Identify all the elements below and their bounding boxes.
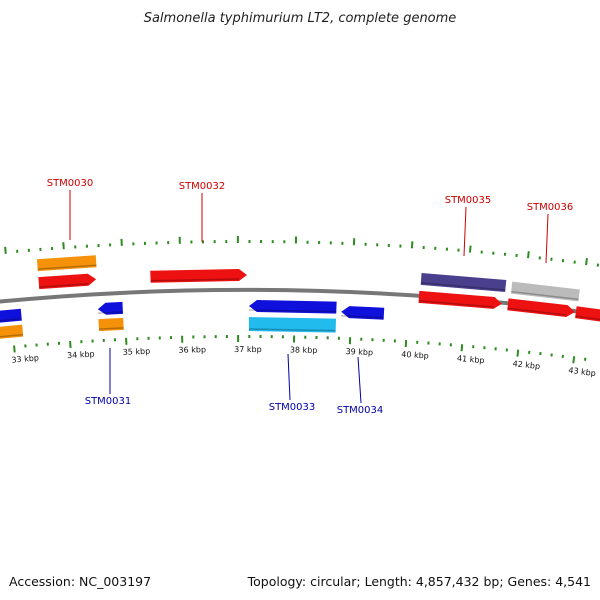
gene-feature-stm0029-rna[interactable] xyxy=(0,324,24,340)
gene-feature-stm0034[interactable] xyxy=(341,306,385,320)
tick-label: 43 kbp xyxy=(568,366,596,379)
accession-text: Accession: NC_003197 xyxy=(9,574,151,589)
inner-tick xyxy=(572,356,576,364)
leader-line xyxy=(287,353,291,401)
gene-callout-stm0030[interactable]: STM0030 xyxy=(47,178,94,240)
gene-feature-stm0031[interactable] xyxy=(97,301,123,315)
gene-callout-stm0034[interactable]: STM0034 xyxy=(337,356,384,416)
gene-feature-stm0029[interactable] xyxy=(0,308,22,323)
gene-callout-stm0035[interactable]: STM0035 xyxy=(445,195,492,257)
gene-feature-stm0036[interactable] xyxy=(507,298,575,317)
gene-callout-stm0036[interactable]: STM0036 xyxy=(527,202,574,264)
tick-label: 34 kbp xyxy=(67,349,95,360)
leader-line xyxy=(463,206,467,257)
gene-feature-stm0036-alt[interactable] xyxy=(511,281,580,302)
inner-tick xyxy=(13,345,16,353)
leader-line xyxy=(545,213,549,264)
gene-label: STM0034 xyxy=(337,405,384,416)
tick-label: 35 kbp xyxy=(123,347,151,357)
gene-label: STM0030 xyxy=(47,178,94,189)
gene-label: STM0031 xyxy=(85,396,132,407)
leader-line xyxy=(357,356,362,404)
gene-feature-stm0030[interactable] xyxy=(38,273,97,290)
outer-tick xyxy=(468,245,472,253)
gene-feature-stm0035[interactable] xyxy=(418,290,502,309)
gene-feature-stm0033-alt[interactable] xyxy=(248,317,337,333)
topology-summary: Topology: circular; Length: 4,857,432 bp… xyxy=(247,574,591,589)
inner-tick-ring xyxy=(13,335,587,364)
gene-feature-stm0035-alt[interactable] xyxy=(420,272,507,292)
gene-feature-stm0031-rna[interactable] xyxy=(98,317,124,332)
tick-label: 37 kbp xyxy=(234,345,262,354)
gene-label: STM0036 xyxy=(527,202,574,213)
gene-callout-stm0031[interactable]: STM0031 xyxy=(85,348,132,407)
map-title: Salmonella typhimurium LT2, complete gen… xyxy=(144,11,457,26)
outer-tick xyxy=(527,251,530,259)
outer-tick xyxy=(585,257,588,266)
gene-label: STM0035 xyxy=(445,195,492,206)
tick-label: 41 kbp xyxy=(457,354,485,365)
gene-callout-stm0033[interactable]: STM0033 xyxy=(269,353,316,413)
inner-tick xyxy=(516,349,520,357)
inner-tick xyxy=(460,344,464,352)
tick-label: 36 kbp xyxy=(178,345,206,355)
tick-label: 42 kbp xyxy=(512,359,540,371)
tick-label: 33 kbp xyxy=(11,353,39,364)
gene-callout-stm0032[interactable]: STM0032 xyxy=(179,181,226,242)
tick-labels: 33 kbp 34 kbp 35 kbp 36 kbp 37 kbp 38 kbp 39 k… xyxy=(11,345,596,378)
gene-feature-stm0032[interactable] xyxy=(150,269,248,283)
tick-label: 38 kbp xyxy=(290,345,318,355)
outer-tick xyxy=(4,246,7,254)
gene-label: STM0033 xyxy=(269,402,316,413)
gene-callouts: STM0030 STM0031 STM0032 STM0033 STM0034 STM00… xyxy=(47,178,574,416)
outer-tick-ring xyxy=(4,236,600,267)
gene-label: STM0032 xyxy=(179,181,226,192)
gene-feature-stm0030-rna[interactable] xyxy=(36,255,97,272)
gene-features[interactable] xyxy=(0,255,600,339)
tick-label: 39 kbp xyxy=(345,347,373,357)
gene-feature-stm0037[interactable] xyxy=(575,306,600,323)
tick-label: 40 kbp xyxy=(401,350,429,361)
gene-feature-stm0033[interactable] xyxy=(248,300,337,314)
